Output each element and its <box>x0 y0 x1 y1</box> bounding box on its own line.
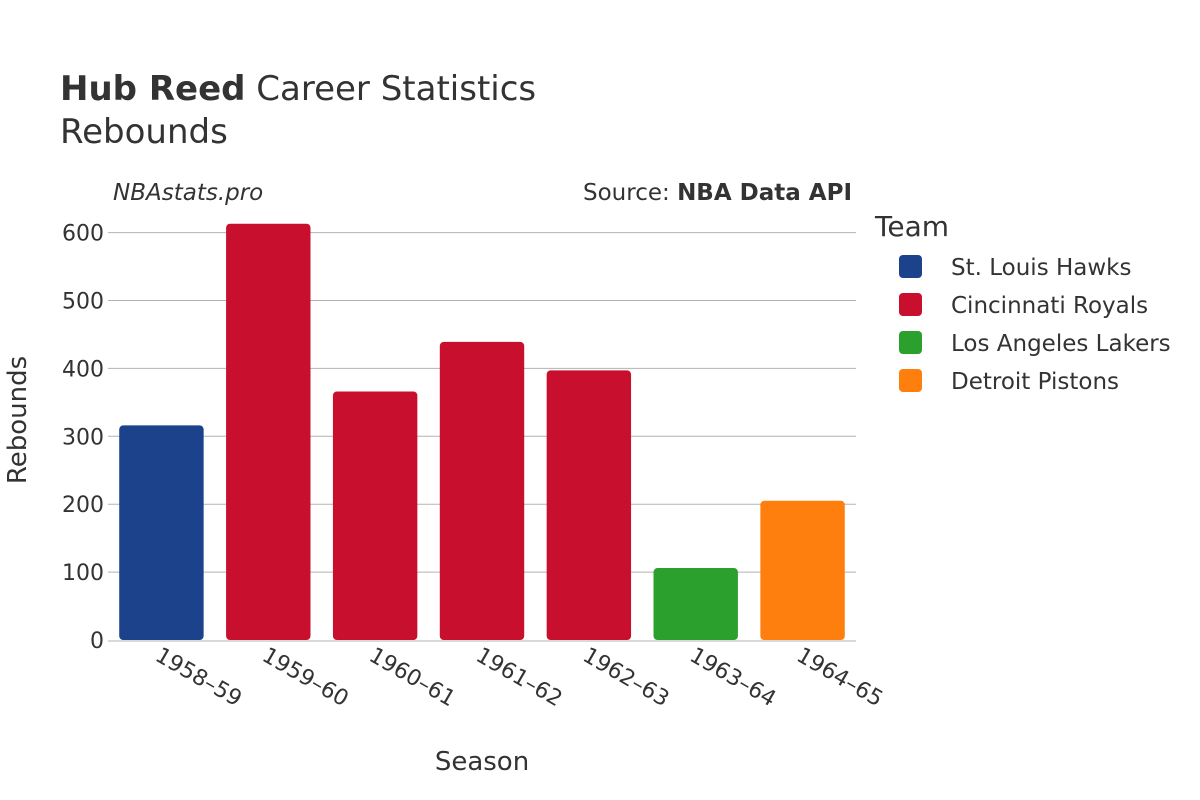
x-tick-label: 1958–59 <box>151 643 246 712</box>
bar[interactable] <box>653 568 738 640</box>
legend-swatch <box>899 331 922 354</box>
x-tick-label: 1959–60 <box>258 643 353 712</box>
bar[interactable] <box>439 341 525 640</box>
x-tick-label: 1964–65 <box>792 643 887 712</box>
bars <box>119 223 845 640</box>
x-tick-label: 1962–63 <box>578 643 673 712</box>
source-name: NBA Data API <box>677 180 852 206</box>
y-tick-label: 300 <box>62 425 104 450</box>
legend-swatch <box>899 255 922 278</box>
y-tick-label: 500 <box>62 289 104 314</box>
legend-swatch <box>899 369 922 392</box>
bar[interactable] <box>332 391 418 640</box>
y-tick-label: 600 <box>62 222 104 247</box>
chart-title-player: Hub Reed <box>60 69 245 109</box>
x-axis-title: Season <box>435 747 529 777</box>
x-axis-ticks: 1958–59 1959–60 1960–61 1961–62 1962–63 1963–… <box>151 643 887 712</box>
chart-subtitle: Rebounds <box>60 112 228 152</box>
y-tick-label: 0 <box>90 629 104 654</box>
bar[interactable] <box>226 223 311 640</box>
bar[interactable] <box>760 500 845 640</box>
chart-title: Hub Reed Career Statistics <box>60 69 536 109</box>
legend-item-label: Los Angeles Lakers <box>951 331 1171 357</box>
source-credit: Source: NBA Data API <box>583 180 852 206</box>
legend: St. Louis Hawks Cincinnati Royals Los Ange… <box>899 255 1171 395</box>
legend-item-label: St. Louis Hawks <box>951 255 1132 281</box>
chart-title-suffix: Career Statistics <box>245 69 536 109</box>
y-axis-ticks: 0 100 200 300 400 500 600 <box>62 222 104 654</box>
y-tick-label: 400 <box>62 357 104 382</box>
source-prefix: Source: <box>583 180 677 206</box>
legend-item-label: Detroit Pistons <box>951 369 1119 395</box>
site-credit: NBAstats.pro <box>113 180 263 206</box>
legend-item-label: Cincinnati Royals <box>951 293 1148 319</box>
y-tick-label: 100 <box>62 561 104 586</box>
x-tick-label: 1961–62 <box>472 643 567 712</box>
legend-title: Team <box>874 210 949 243</box>
bar[interactable] <box>119 425 204 640</box>
bar[interactable] <box>546 370 632 640</box>
x-tick-label: 1963–64 <box>685 643 780 712</box>
y-axis-title: Rebounds <box>3 356 33 484</box>
legend-swatch <box>899 293 922 316</box>
y-tick-label: 200 <box>62 493 104 518</box>
x-tick-label: 1960–61 <box>365 643 460 712</box>
